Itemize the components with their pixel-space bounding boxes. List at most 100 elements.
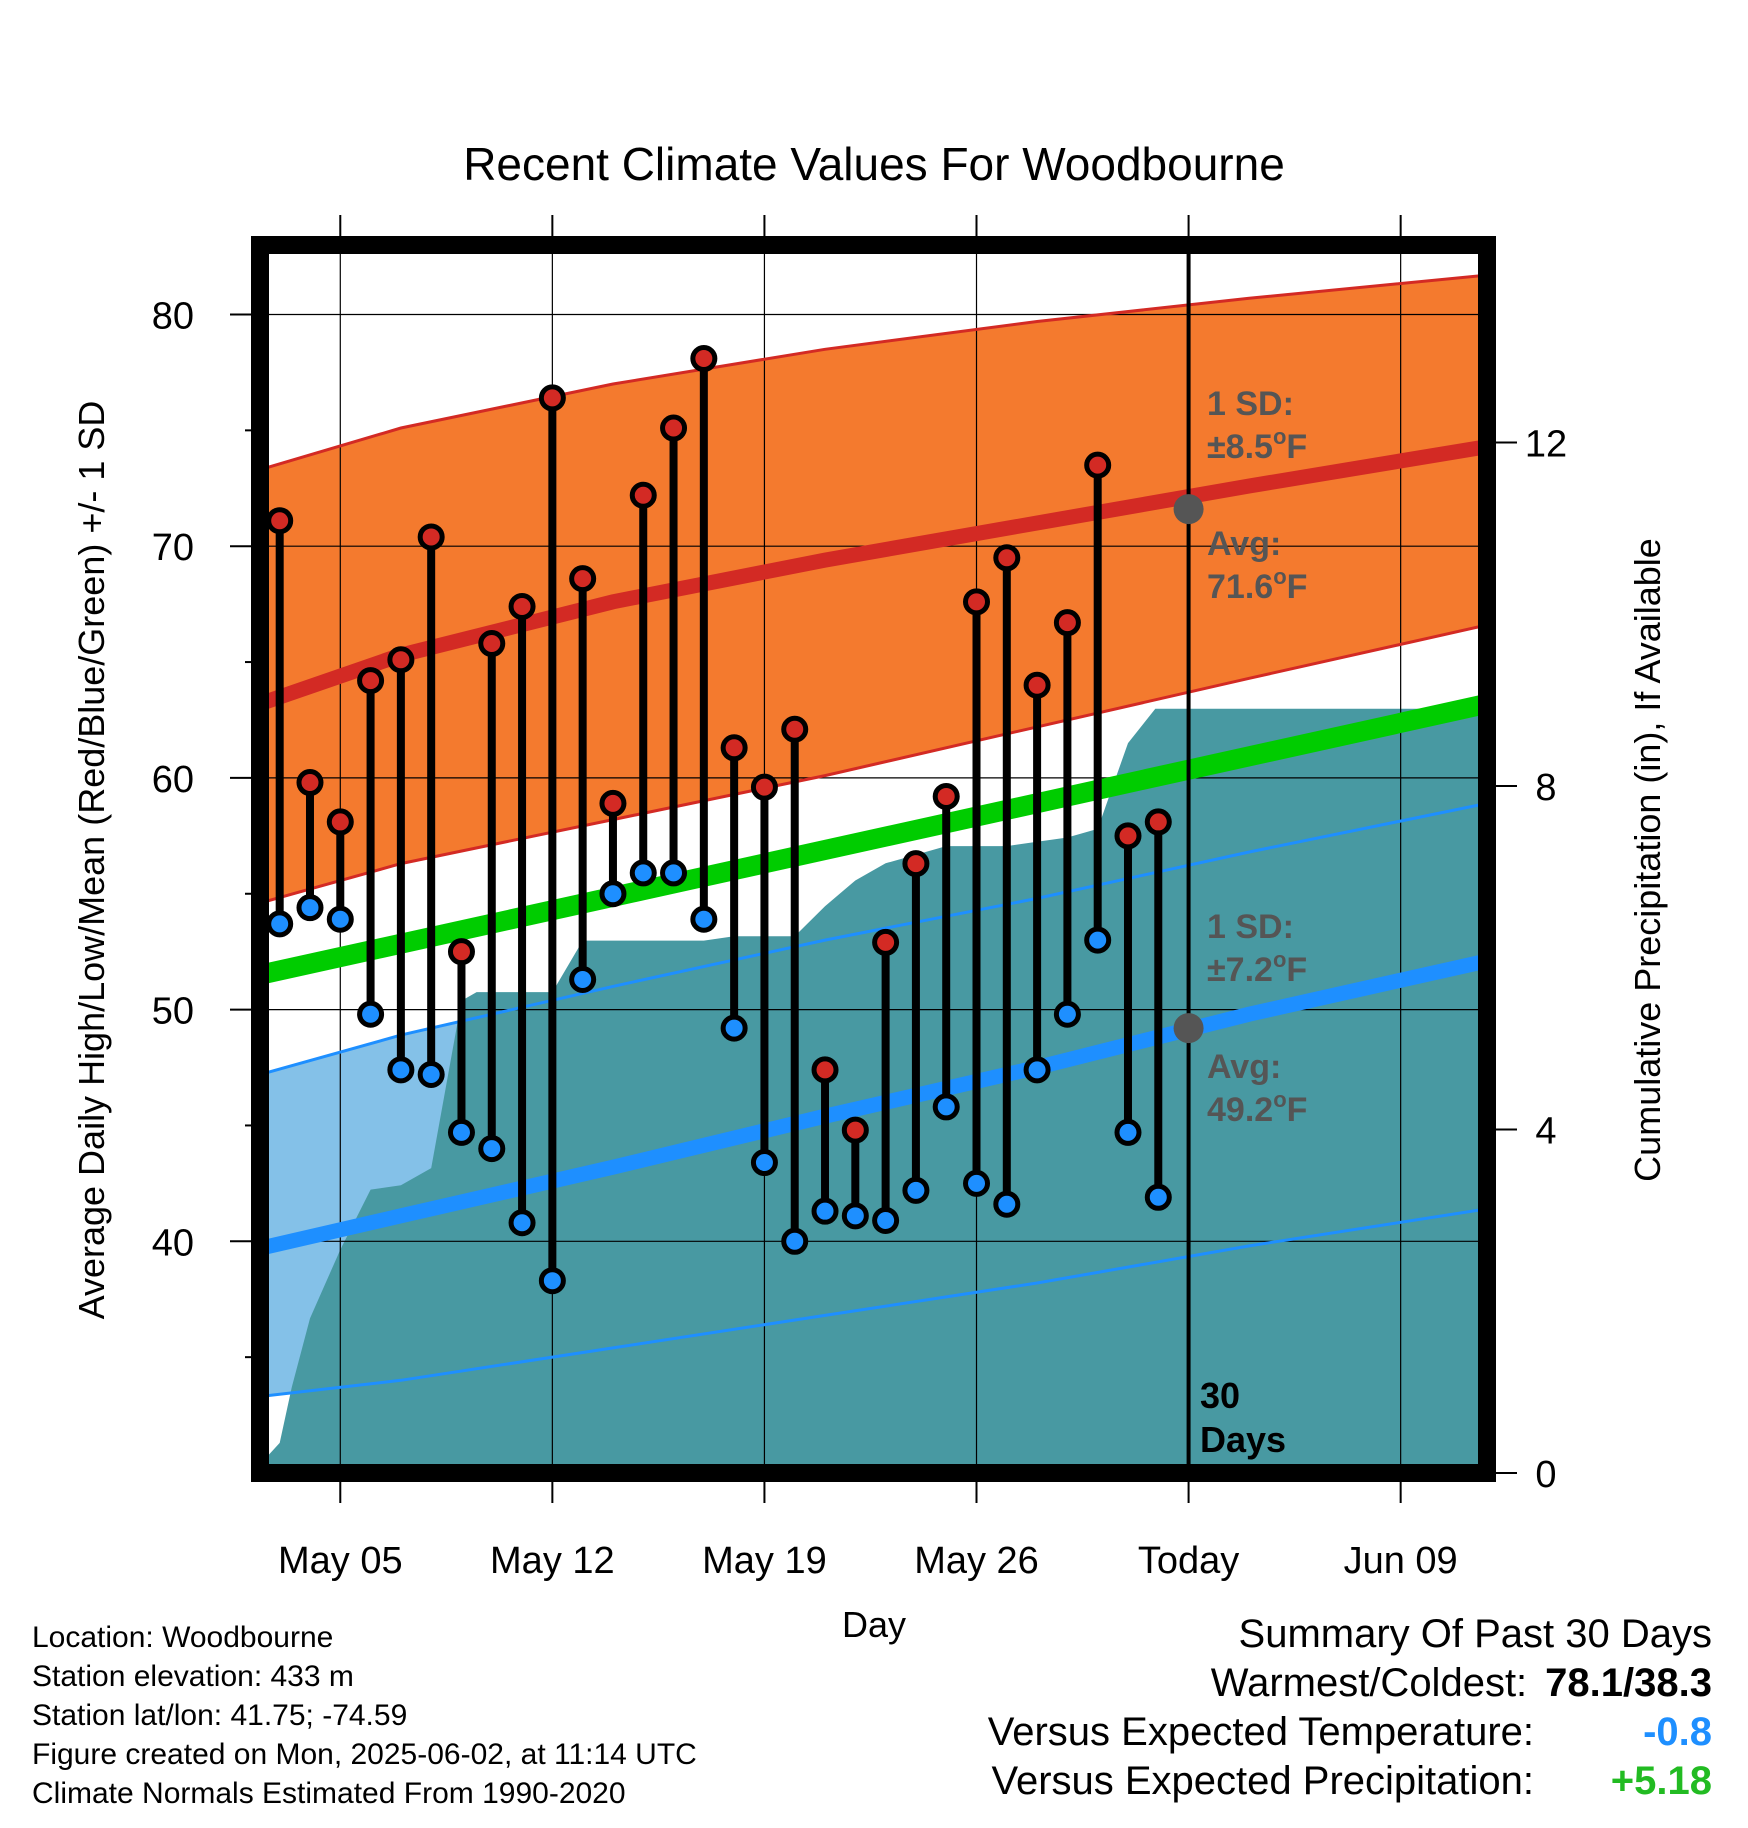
daily-high-point (841, 1116, 869, 1144)
daily-range-stems (275, 358, 1163, 1281)
warm-cold-label: Warmest/Coldest: (1210, 1661, 1528, 1705)
daily-low-point (569, 965, 597, 993)
daily-low-point (750, 1149, 778, 1177)
latlon-text: Station lat/lon: 41.75; -74.59 (32, 1699, 408, 1732)
daily-high-point (326, 808, 354, 836)
temp-deviation-value: -0.8 (1643, 1710, 1712, 1754)
daily-high-point (447, 938, 475, 966)
daily-low-point (963, 1169, 991, 1197)
warm-cold-row: Warmest/Coldest: 78.1/38.3 (988, 1659, 1712, 1708)
daily-low-point (508, 1209, 536, 1237)
daily-high-point (478, 630, 506, 658)
elevation-text: Station elevation: 433 m (32, 1660, 354, 1693)
temp-deviation-row: Versus Expected Temperature: -0.8 (988, 1708, 1712, 1757)
today-days-number: 30 (1200, 1375, 1240, 1416)
daily-low-point (387, 1056, 415, 1084)
plot-frame (251, 236, 1496, 1482)
cumulative-precipitation-area (260, 708, 1487, 1473)
location-text: Location: Woodbourne (32, 1621, 334, 1654)
normals-text: Climate Normals Estimated From 1990-2020 (32, 1777, 626, 1810)
high-sd-value: ±8.5oF (1207, 424, 1307, 466)
y-tick-label: 70 (152, 527, 194, 569)
y-tick-label: 50 (152, 991, 194, 1033)
daily-low-point (1053, 1000, 1081, 1028)
low-sd-lower-line (260, 1207, 1487, 1398)
daily-low-point (296, 894, 324, 922)
daily-high-point (296, 769, 324, 797)
x-tick-label: May 05 (278, 1540, 403, 1582)
annotations: 1 SD: ±8.5oF Avg: 71.6oF 1 SD: ±7.2oF Av… (1200, 385, 1307, 1460)
daily-high-point (629, 481, 657, 509)
daily-high-point (266, 507, 294, 535)
daily-markers (266, 345, 1172, 1295)
daily-low-point (902, 1176, 930, 1204)
daily-low-point (660, 859, 688, 887)
x-tick-label: May 12 (490, 1540, 615, 1582)
daily-low-point (781, 1227, 809, 1255)
daily-low-point (629, 859, 657, 887)
daily-high-point (932, 782, 960, 810)
daily-high-point (1084, 451, 1112, 479)
daily-high-point (963, 588, 991, 616)
daily-low-point (417, 1060, 445, 1088)
daily-low-point (1023, 1056, 1051, 1084)
y-tick-label: 40 (152, 1222, 194, 1264)
daily-high-point (569, 565, 597, 593)
daily-high-point (508, 592, 536, 620)
chart-title: Recent Climate Values For Woodbourne (463, 138, 1285, 190)
daily-low-point (1084, 926, 1112, 954)
daily-high-point (417, 523, 445, 551)
summary-heading: Summary Of Past 30 Days (1238, 1612, 1712, 1656)
y2-tick-label: 12 (1525, 424, 1567, 466)
daily-high-point (599, 789, 627, 817)
daily-low-point (720, 1014, 748, 1042)
y2-axis-label: Cumulative Precipitation (in), If Availa… (1627, 538, 1668, 1182)
daily-low-point (326, 905, 354, 933)
y-axis-label: Average Daily High/Low/Mean (Red/Blue/Gr… (71, 401, 112, 1320)
temp-deviation-label: Versus Expected Temperature: (987, 1710, 1534, 1754)
y-tick-label: 60 (152, 759, 194, 801)
high-average-marker (1173, 494, 1204, 525)
daily-low-point (599, 880, 627, 908)
high-sd-upper-line (260, 273, 1487, 472)
high-avg-label: Avg: (1207, 525, 1281, 563)
x-tick-label: Today (1138, 1540, 1239, 1582)
daily-high-point (872, 928, 900, 956)
today-days-word: Days (1200, 1419, 1286, 1460)
low-avg-value: 49.2oF (1207, 1087, 1307, 1129)
precip-deviation-value: +5.18 (1610, 1759, 1712, 1803)
low-sd-label: 1 SD: (1207, 908, 1294, 946)
created-text: Figure created on Mon, 2025-06-02, at 11… (32, 1738, 697, 1771)
daily-high-point (387, 646, 415, 674)
daily-high-point (750, 773, 778, 801)
daily-high-point (690, 345, 718, 373)
high-sd-label: 1 SD: (1207, 385, 1294, 423)
precip-deviation-label: Versus Expected Precipitation: (991, 1759, 1534, 1803)
y2-tick-label: 4 (1535, 1111, 1556, 1153)
daily-low-point (478, 1135, 506, 1163)
x-tick-label: May 19 (702, 1540, 827, 1582)
x-axis-label: Day (842, 1604, 906, 1645)
daily-low-point (993, 1190, 1021, 1218)
y2-tick-label: 8 (1535, 767, 1556, 809)
y-tick-label: 80 (152, 296, 194, 338)
daily-high-point (357, 667, 385, 695)
daily-low-point (1144, 1183, 1172, 1211)
daily-low-point (932, 1093, 960, 1121)
station-info: Location: Woodbourne Station elevation: … (32, 1618, 697, 1813)
high-avg-value: 71.6oF (1207, 564, 1307, 606)
daily-low-point (538, 1267, 566, 1295)
high-sd-band (260, 275, 1487, 904)
warm-cold-value: 78.1/38.3 (1545, 1661, 1712, 1705)
daily-low-point (841, 1202, 869, 1230)
x-tick-label: May 26 (914, 1540, 1039, 1582)
daily-low-point (811, 1197, 839, 1225)
daily-low-point (266, 910, 294, 938)
daily-high-point (902, 850, 930, 878)
daily-high-point (781, 715, 809, 743)
daily-high-point (720, 734, 748, 762)
summary-panel: Summary Of Past 30 Days Warmest/Coldest:… (988, 1610, 1712, 1806)
daily-high-point (1053, 609, 1081, 637)
precip-deviation-row: Versus Expected Precipitation: +5.18 (988, 1757, 1712, 1806)
